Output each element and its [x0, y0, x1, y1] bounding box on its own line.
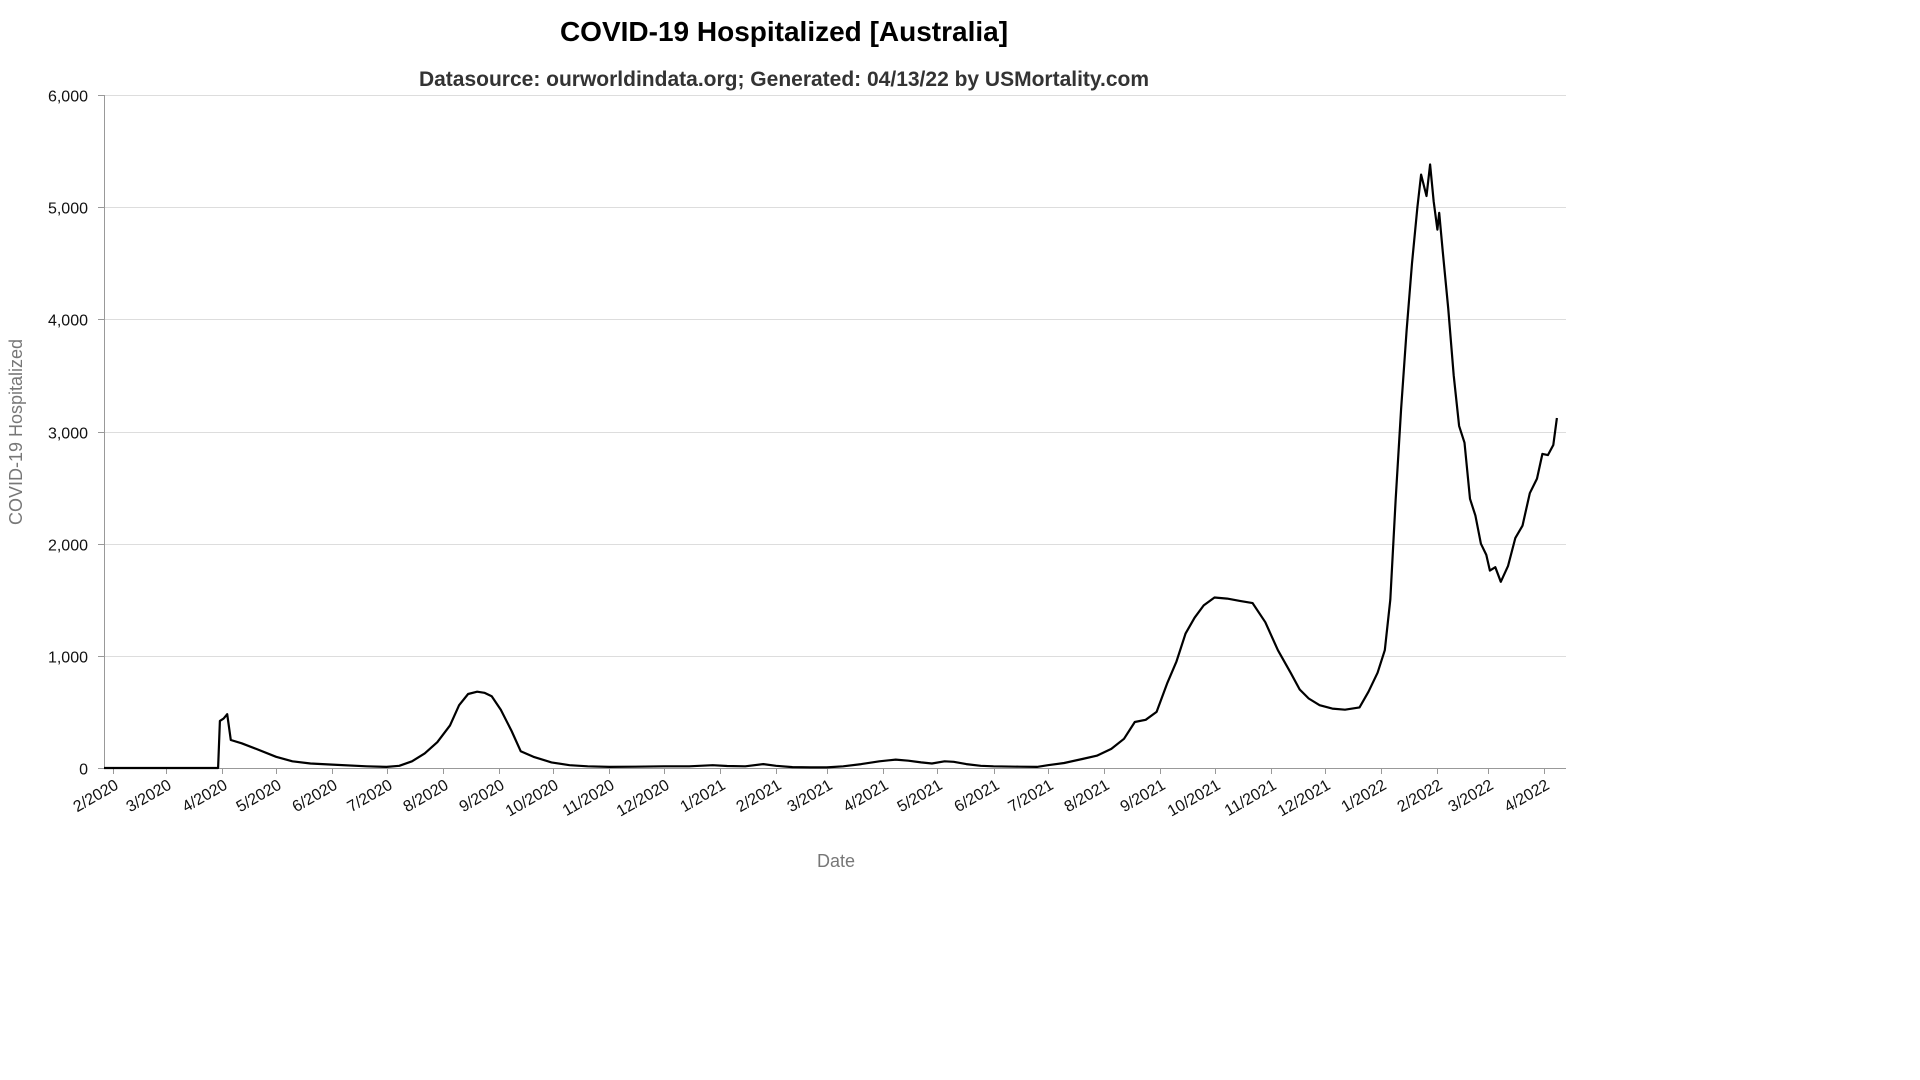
x-tick-label: 10/2021	[1165, 777, 1224, 821]
x-tick-label: 11/2021	[1222, 777, 1280, 820]
x-tick-label: 11/2020	[560, 777, 618, 820]
chart-title: COVID-19 Hospitalized [Australia]	[560, 16, 1008, 47]
x-tick-label: 1/2022	[1339, 777, 1390, 816]
x-tick-label: 10/2020	[503, 777, 562, 821]
y-tick-label: 5,000	[48, 201, 88, 218]
x-axis-ticks: 2/2020 3/2020 4/2020 5/2020 6/2020 7/2020 8/20…	[71, 768, 1553, 820]
x-tick-label: 5/2021	[895, 777, 946, 816]
y-tick-label: 6,000	[48, 89, 88, 106]
y-axis-title: COVID-19 Hospitalized	[6, 339, 26, 525]
x-tick-label: 6/2021	[952, 777, 1003, 816]
y-tick-label: 2,000	[48, 538, 88, 555]
x-tick-label: 4/2022	[1502, 777, 1553, 816]
x-axis-title: Date	[817, 851, 855, 871]
gridlines	[104, 95, 1566, 657]
x-tick-label: 4/2020	[180, 777, 231, 816]
x-tick-label: 2/2021	[734, 777, 785, 816]
chart-canvas: COVID-19 Hospitalized [Australia] Dataso…	[6, 16, 1566, 871]
y-tick-label: 4,000	[48, 313, 88, 330]
x-tick-label: 1/2021	[678, 777, 729, 816]
x-tick-label: 3/2020	[124, 777, 175, 816]
x-tick-label: 5/2020	[234, 777, 285, 816]
chart-subtitle: Datasource: ourworldindata.org; Generate…	[419, 68, 1149, 91]
y-tick-label: 1,000	[48, 650, 88, 667]
x-tick-label: 12/2021	[1275, 777, 1334, 821]
y-tick-label: 3,000	[48, 426, 88, 443]
series-line	[104, 163, 1558, 770]
y-axis-ticks: 0 1,000 2,000 3,000 4,000 5,000 6,000	[48, 89, 104, 779]
x-tick-label: 7/2021	[1006, 777, 1057, 816]
x-tick-label: 2/2022	[1395, 777, 1446, 816]
x-tick-label: 3/2021	[785, 777, 836, 816]
x-tick-label: 9/2021	[1118, 777, 1169, 816]
x-tick-label: 6/2020	[290, 777, 341, 816]
x-tick-label: 9/2020	[457, 777, 508, 816]
x-tick-label: 8/2020	[401, 777, 452, 816]
x-tick-label: 8/2021	[1062, 777, 1113, 816]
x-tick-label: 2/2020	[71, 777, 122, 816]
x-tick-label: 12/2020	[614, 777, 673, 821]
x-tick-label: 3/2022	[1446, 777, 1497, 816]
x-tick-label: 4/2021	[841, 777, 892, 816]
x-tick-label: 7/2020	[345, 777, 396, 816]
y-tick-label: 0	[79, 762, 88, 779]
